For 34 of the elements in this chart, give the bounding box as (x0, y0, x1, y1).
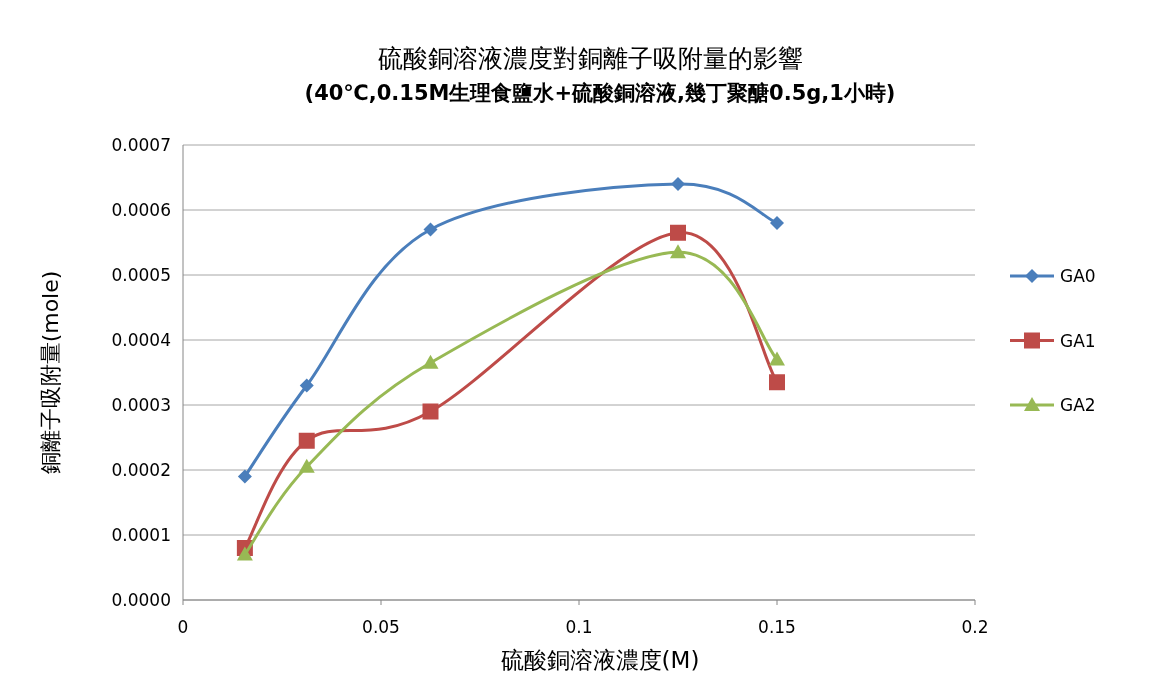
point (670, 244, 686, 259)
y-tick-label: 0.0005 (111, 265, 171, 285)
y-tick-label: 0.0000 (111, 590, 171, 610)
y-tick-label: 0.0002 (111, 460, 171, 480)
y-tick-label: 0.0004 (111, 330, 171, 350)
point (298, 458, 315, 473)
legend-label: GA0 (1060, 266, 1096, 286)
legend-label: GA1 (1060, 330, 1096, 351)
y-axis-title: 銅離子吸附量(mole) (38, 270, 63, 475)
x-tick-label: 0.1 (565, 617, 593, 637)
x-tick-label: 0.15 (758, 617, 796, 637)
x-tick-label: 0 (177, 617, 189, 637)
point (237, 469, 252, 484)
y-tick-label: 0.0007 (111, 135, 171, 155)
point (299, 378, 314, 393)
point (422, 354, 439, 369)
point (423, 222, 438, 237)
x-axis-title: 硫酸銅溶液濃度(M) (500, 647, 700, 673)
point (422, 403, 439, 420)
point (236, 546, 253, 561)
y-tick-label: 0.0001 (111, 525, 171, 545)
x-tick-label: 0.05 (362, 617, 400, 637)
point (769, 374, 785, 391)
point (671, 177, 685, 191)
point (769, 351, 785, 366)
point (670, 224, 686, 241)
x-tick-label: 0.2 (961, 617, 989, 637)
y-tick-label: 0.0003 (111, 395, 171, 415)
legend-label: GA2 (1060, 395, 1096, 415)
chart-title: 硫酸銅溶液濃度對銅離子吸附量的影響 (377, 44, 803, 73)
point (298, 432, 315, 449)
y-tick-label: 0.0006 (111, 200, 171, 220)
point (770, 216, 784, 230)
chart-subtitle: (40℃,0.15M生理食鹽水+硫酸銅溶液,幾丁聚醣0.5g,1小時) (304, 81, 896, 105)
